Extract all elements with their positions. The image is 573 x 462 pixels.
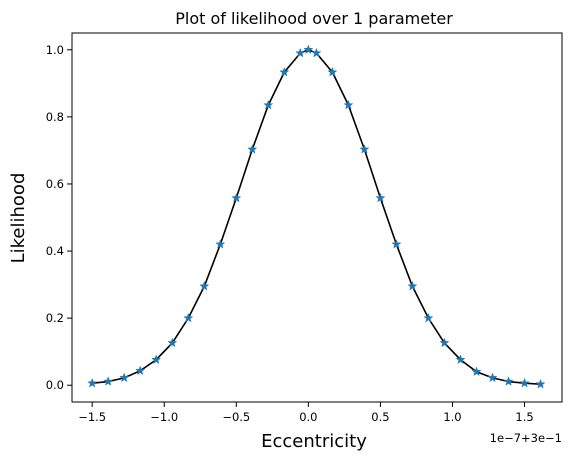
plot-area — [71, 32, 563, 403]
x-tick-label: 1.5 — [515, 410, 533, 424]
data-point-marker — [119, 372, 130, 383]
x-tick-label: −1.5 — [78, 410, 106, 424]
y-tick-label: 0.8 — [46, 110, 64, 124]
data-point-marker — [167, 337, 178, 348]
data-point-marker — [327, 66, 338, 77]
data-point-marker — [439, 337, 450, 348]
x-offset-label: 1e−7+3e−1 — [490, 431, 562, 445]
x-tick-label: 1.0 — [443, 410, 461, 424]
data-markers — [87, 44, 546, 389]
data-point-marker — [519, 377, 530, 388]
x-axis: −1.5 −1.0 −0.5 0.0 0.5 1.0 1.5 — [78, 402, 534, 424]
x-axis-label: Eccentricity — [261, 431, 367, 452]
x-tick-label: −0.5 — [222, 410, 250, 424]
data-point-marker — [407, 280, 418, 291]
data-point-marker — [487, 372, 498, 383]
y-tick-label: 0.6 — [46, 177, 64, 191]
data-point-marker — [199, 280, 210, 291]
data-point-marker — [503, 376, 514, 386]
data-point-marker — [295, 47, 306, 58]
x-tick-label: −1.0 — [150, 410, 178, 424]
data-point-marker — [183, 312, 194, 323]
y-tick-label: 0.2 — [46, 311, 64, 325]
data-point-marker — [423, 312, 434, 323]
data-point-marker — [535, 378, 546, 389]
data-point-marker — [247, 144, 258, 154]
y-tick-label: 0.0 — [46, 378, 64, 392]
data-point-marker — [215, 239, 226, 249]
x-tick-label: 0.0 — [299, 410, 317, 424]
data-point-marker — [343, 99, 354, 110]
data-point-marker — [87, 377, 98, 388]
data-point-marker — [391, 239, 402, 249]
data-point-marker — [471, 366, 482, 377]
data-point-marker — [263, 99, 274, 110]
y-axis-label: Likelihood — [8, 173, 29, 264]
x-tick-label: 0.5 — [371, 410, 389, 424]
data-point-marker — [103, 376, 114, 386]
data-point-marker — [135, 365, 146, 376]
chart-title: Plot of likelihood over 1 parameter — [175, 9, 453, 28]
data-point-marker — [375, 192, 386, 203]
y-tick-label: 1.0 — [46, 43, 64, 57]
data-point-marker — [303, 44, 314, 55]
data-point-marker — [359, 144, 370, 154]
y-tick-label: 0.4 — [46, 244, 64, 258]
data-point-marker — [151, 354, 162, 365]
data-point-marker — [455, 354, 466, 365]
data-point-marker — [311, 47, 322, 58]
y-axis: 0.0 0.2 0.4 0.6 0.8 1.0 — [46, 43, 72, 392]
data-point-marker — [231, 192, 242, 203]
data-point-marker — [279, 66, 290, 77]
